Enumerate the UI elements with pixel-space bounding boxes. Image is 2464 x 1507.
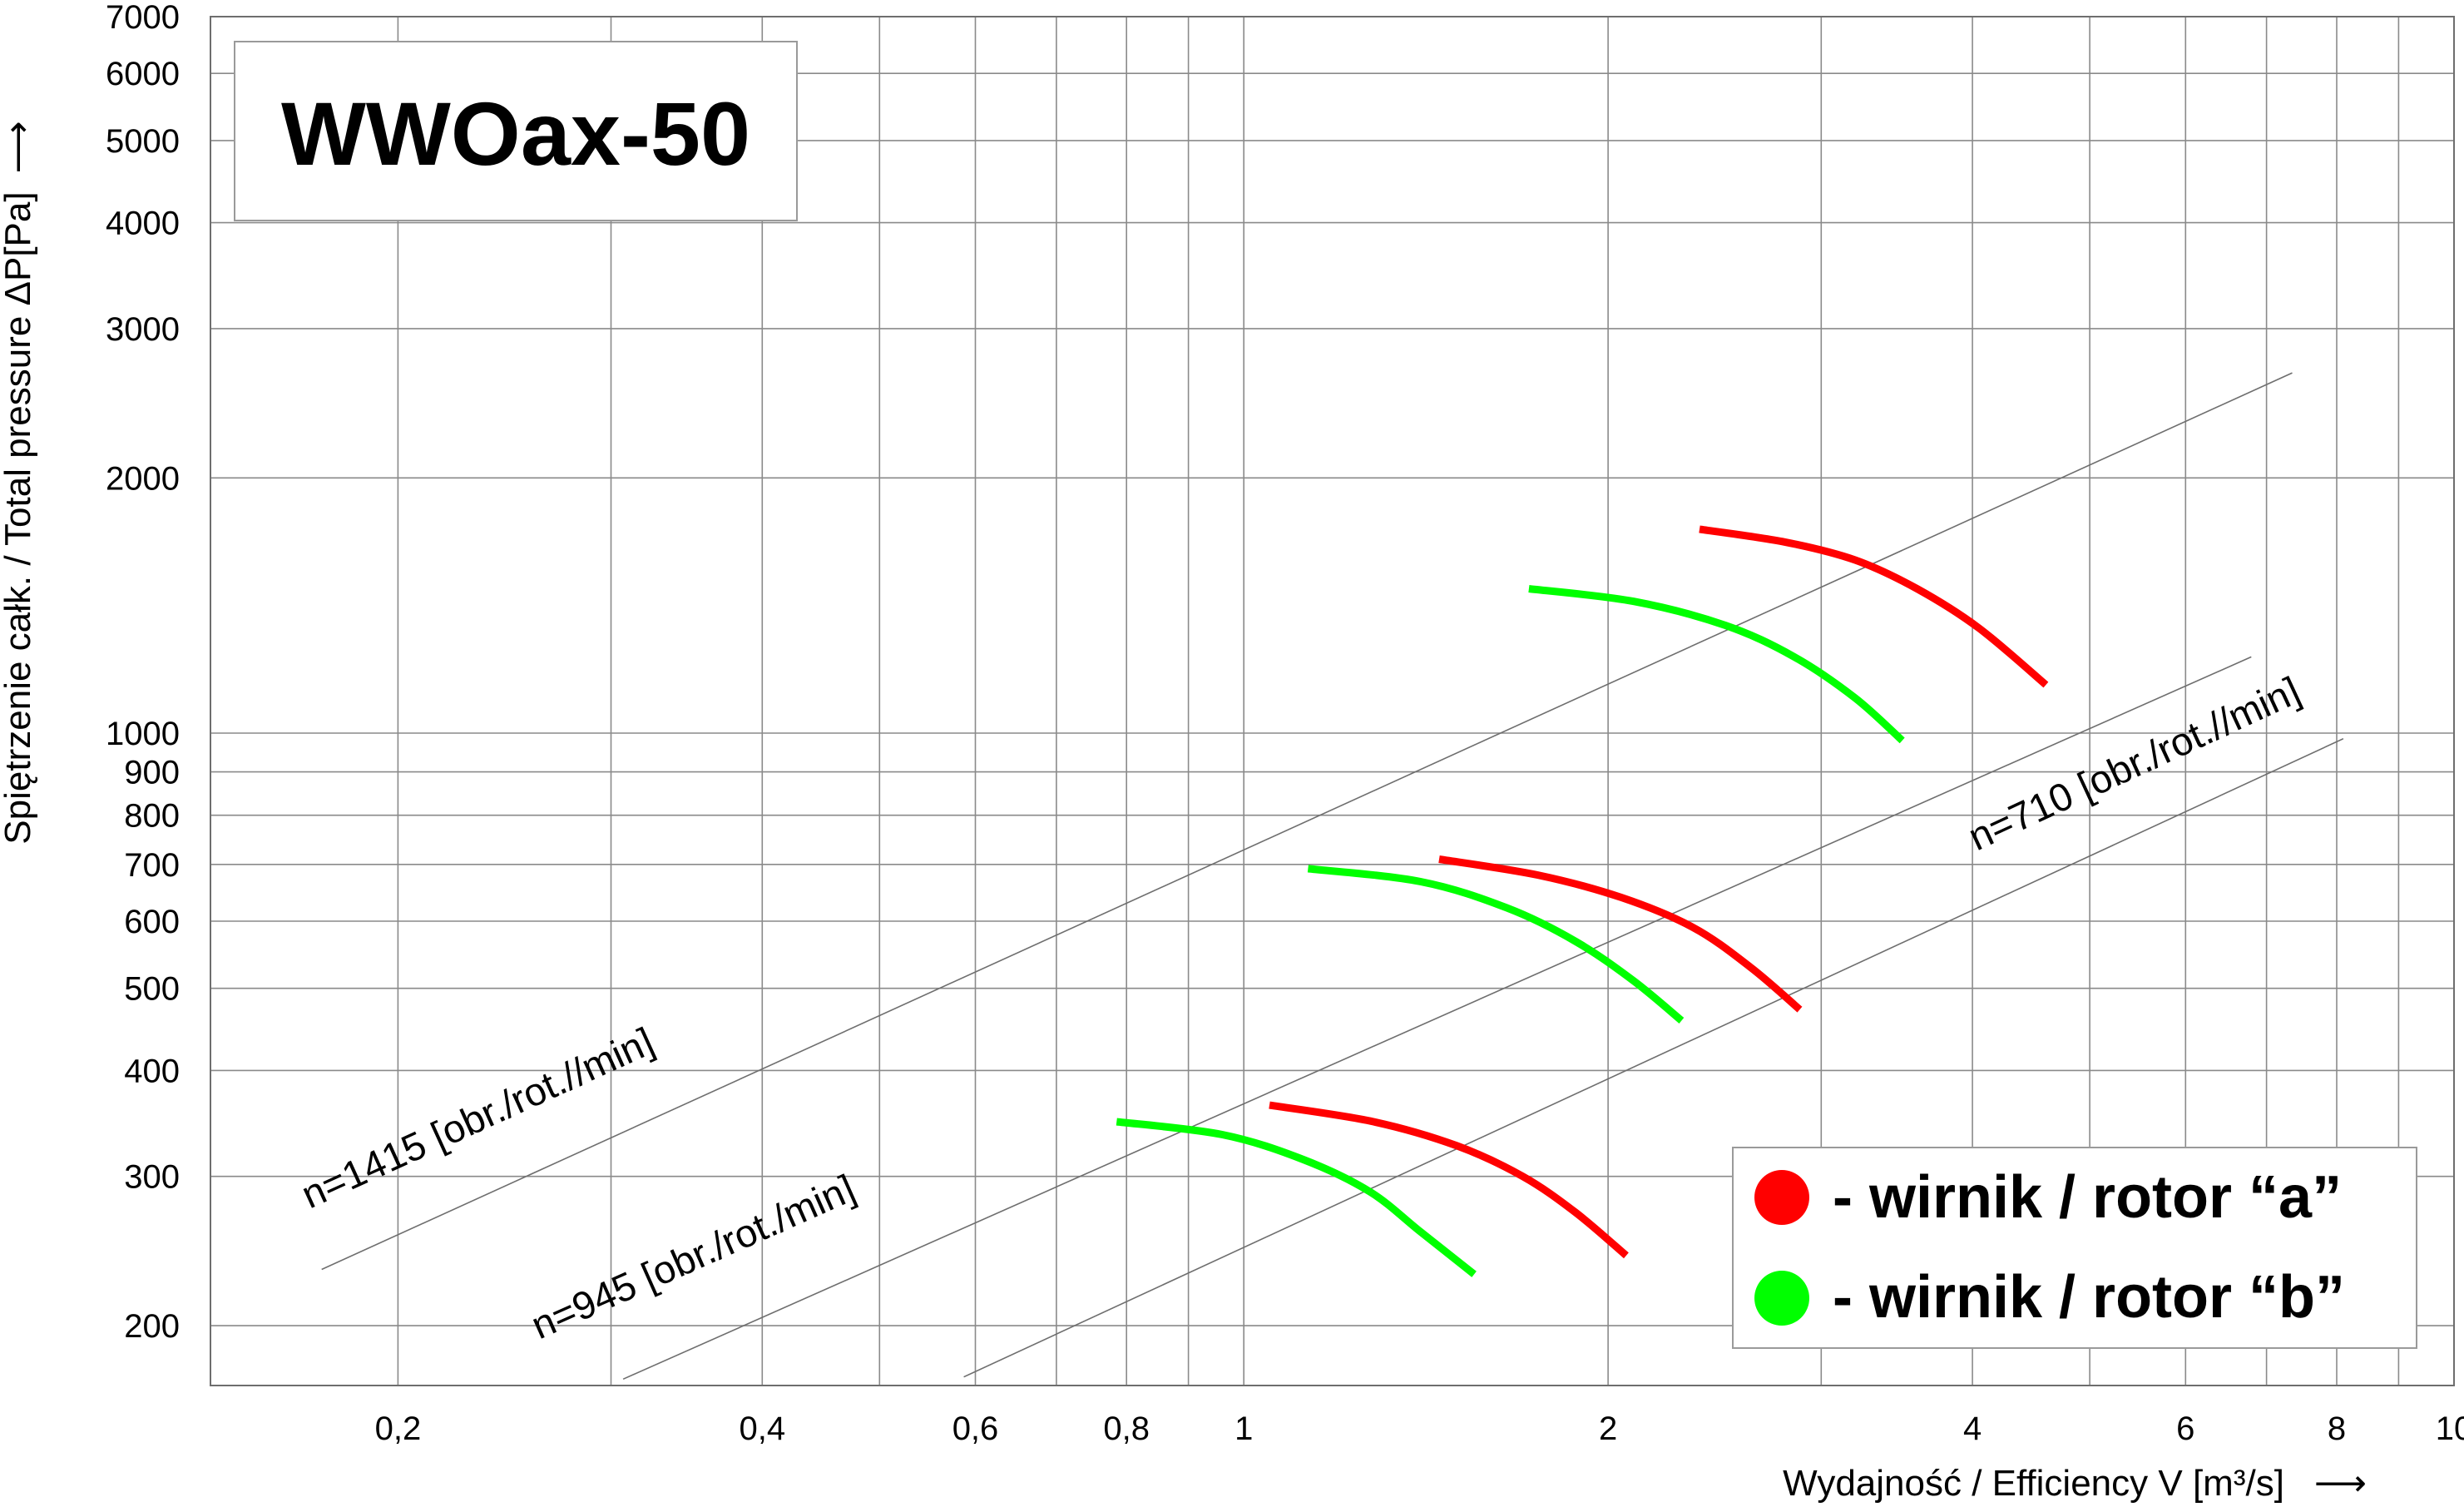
x-tick-label: 6 [2176,1410,2194,1447]
y-tick-label: 400 [124,1053,180,1089]
y-tick-label: 2000 [106,460,180,497]
legend-label-rotor-a: - wirnik / rotor “a” [1833,1164,2342,1231]
chart-title: WWOax-50 [281,83,750,184]
x-tick-label: 0,2 [375,1410,422,1447]
y-tick-label: 200 [124,1308,180,1345]
x-tick-label: 8 [2328,1410,2346,1447]
plot-frame [210,16,2455,1386]
x-tick-label: 0,8 [1103,1410,1150,1447]
x-tick-label: 2 [1599,1410,1617,1447]
y-tick-label: 6000 [106,56,180,92]
title-box: WWOax-50 [234,41,798,221]
x-axis-title: Wydajność / Efficiency V [m³/s] ⟶ [1783,1463,2367,1504]
speed-line [963,737,2344,1378]
y-tick-label: 300 [124,1159,180,1196]
y-tick-label: 7000 [106,0,180,36]
rotor-a-curve [1269,1101,1629,1259]
speed-line-label: n=945 [obr./rot./min] [525,1166,862,1347]
rotor-b-curve [1307,865,1685,1024]
rotor-a-curve [1699,525,2049,688]
y-tick-label: 800 [124,798,180,835]
y-tick-label: 700 [124,847,180,884]
y-tick-label: 900 [124,755,180,791]
x-tick-label: 10 [2436,1410,2464,1447]
speed-line [622,656,2252,1381]
x-tick-label: 4 [1963,1410,1982,1447]
x-tick-labels: 0,2 0,4 0,6 0,8 1 2 4 6 8 10 [375,1410,2464,1447]
y-tick-label: 600 [124,904,180,940]
x-tick-label: 0,6 [952,1410,999,1447]
x-tick-label: 0,4 [739,1410,785,1447]
y-tick-label: 500 [124,971,180,1008]
series-curves [1116,525,2049,1277]
y-axis-title: Spiętrzenie całk. / Total pressure ΔP[Pa… [0,121,38,844]
speed-line-label: n=710 [obr./rot.//min] [1962,667,2307,859]
y-tick-label: 4000 [106,206,180,242]
rotor-b-curve [1116,1118,1477,1277]
legend: - wirnik / rotor “a” - wirnik / rotor “b… [1732,1147,2417,1349]
legend-marker-rotor-a [1754,1170,1809,1225]
y-tick-label: 1000 [106,716,180,752]
y-tick-label: 5000 [106,123,180,160]
legend-marker-rotor-b [1754,1271,1809,1326]
x-tick-label: 1 [1234,1410,1253,1447]
rotor-a-curve [1438,855,1803,1013]
rotor-b-curve [1528,585,1905,744]
legend-label-rotor-b: - wirnik / rotor “b” [1833,1264,2345,1331]
speed-line [321,372,2293,1271]
y-tick-label: 3000 [106,311,180,348]
speed-line-label: n=1415 [obr./rot.//min] [294,1019,660,1217]
